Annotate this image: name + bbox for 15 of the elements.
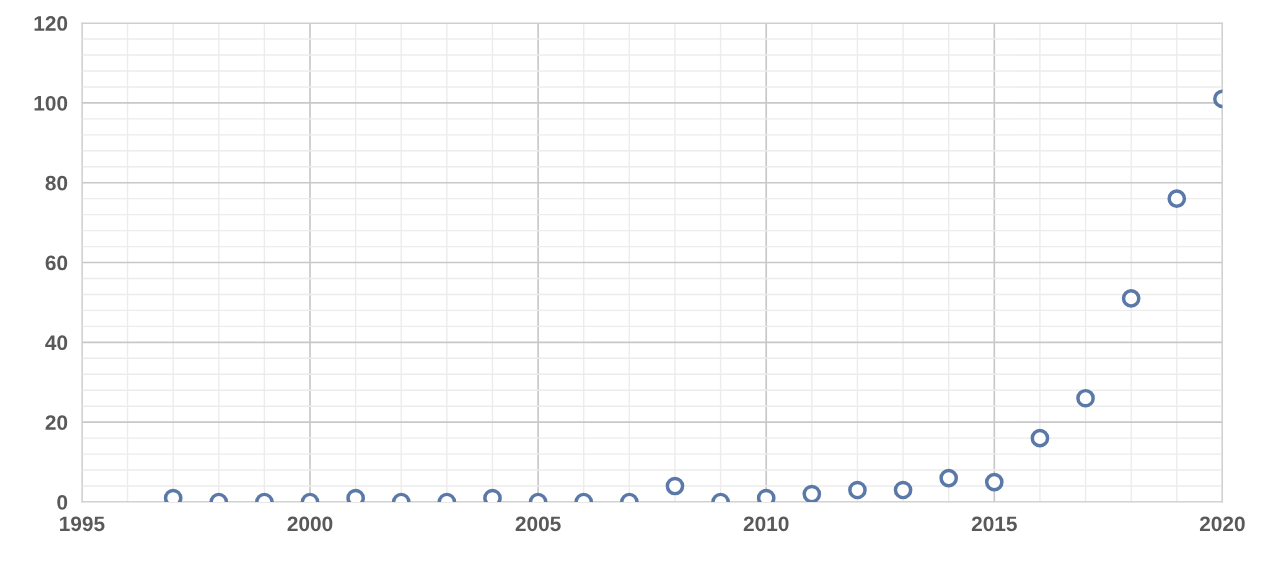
y-tick-label: 60 [45,255,68,271]
x-tick-label: 2015 [971,516,1017,532]
x-tick-label: 1995 [60,516,105,532]
point [1167,189,1187,209]
point [1121,289,1141,308]
y-tick-label: 80 [45,175,68,191]
y-tick-label: 40 [45,335,68,351]
x-tick-label: 2000 [287,516,333,532]
x-tick-label: 2020 [1199,516,1245,532]
y-tick-label: 100 [34,95,68,111]
x-tick-label: 2005 [515,516,561,532]
y-tick-label: 20 [45,415,68,430]
y-tick-label: 120 [34,16,68,31]
y-tick-label: 0 [57,494,68,510]
x-tick-label: 2010 [743,516,789,532]
